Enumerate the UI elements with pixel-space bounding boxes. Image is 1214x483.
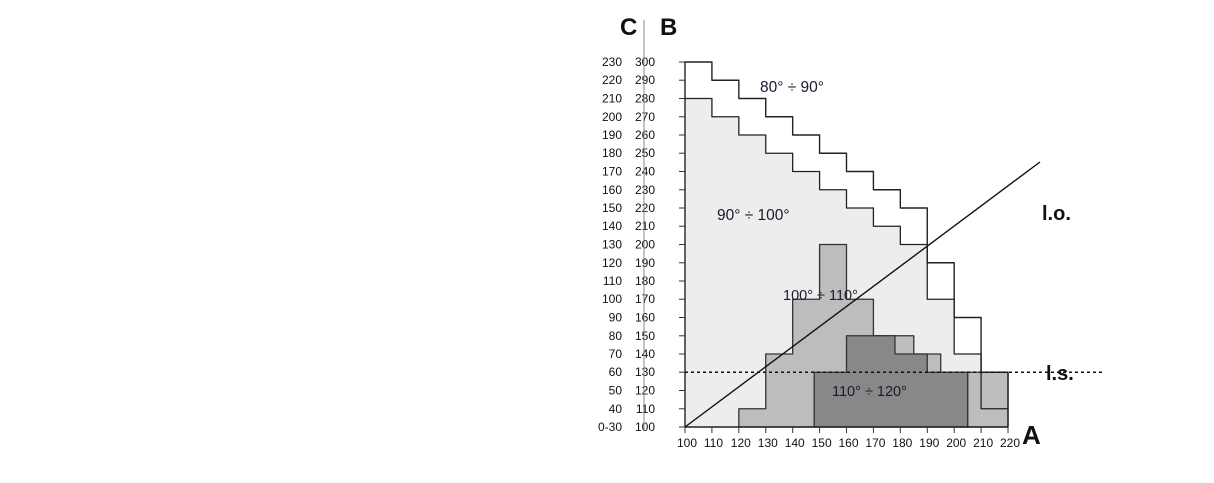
svg-text:80: 80 [609,329,623,343]
svg-text:110: 110 [603,274,622,288]
svg-text:90° ÷ 100°: 90° ÷ 100° [717,207,790,224]
svg-text:100: 100 [602,292,622,306]
svg-text:220: 220 [602,73,622,87]
svg-text:170: 170 [635,292,655,306]
svg-text:150: 150 [812,436,832,450]
svg-text:0-30: 0-30 [598,420,622,434]
svg-text:l.s.: l.s. [1046,363,1074,385]
svg-text:190: 190 [919,436,939,450]
svg-text:150: 150 [635,329,655,343]
svg-text:120: 120 [602,256,622,270]
svg-text:140: 140 [602,219,622,233]
svg-text:100: 100 [635,420,655,434]
svg-text:90: 90 [609,311,623,325]
svg-text:130: 130 [635,365,655,379]
svg-text:A: A [1022,420,1041,450]
svg-text:160: 160 [839,436,859,450]
svg-text:290: 290 [635,73,655,87]
svg-text:220: 220 [635,201,655,215]
svg-text:270: 270 [635,110,655,124]
svg-text:120: 120 [731,436,751,450]
svg-text:280: 280 [635,92,655,106]
svg-text:40: 40 [609,402,623,416]
svg-text:200: 200 [635,238,655,252]
svg-text:180: 180 [635,274,655,288]
svg-text:160: 160 [602,183,622,197]
svg-text:250: 250 [635,146,655,160]
svg-text:70: 70 [609,347,623,361]
svg-text:170: 170 [602,165,622,179]
svg-text:110: 110 [636,402,655,416]
svg-text:230: 230 [602,55,622,69]
svg-text:210: 210 [973,436,993,450]
svg-text:100° ÷ 110°: 100° ÷ 110° [783,288,858,304]
svg-text:140: 140 [785,436,805,450]
svg-text:C: C [620,14,637,41]
svg-text:130: 130 [602,238,622,252]
svg-text:130: 130 [758,436,778,450]
svg-text:140: 140 [635,347,655,361]
svg-text:200: 200 [946,436,966,450]
svg-text:150: 150 [602,201,622,215]
svg-text:110° ÷ 120°: 110° ÷ 120° [832,384,907,400]
svg-text:60: 60 [609,365,623,379]
svg-text:50: 50 [609,384,623,398]
svg-text:190: 190 [635,256,655,270]
svg-text:230: 230 [635,183,655,197]
svg-text:260: 260 [635,128,655,142]
svg-text:100: 100 [677,436,697,450]
svg-text:160: 160 [635,311,655,325]
svg-text:120: 120 [635,384,655,398]
svg-text:190: 190 [602,128,622,142]
svg-text:110: 110 [704,436,723,450]
svg-text:210: 210 [602,92,622,106]
svg-text:300: 300 [635,55,655,69]
svg-text:170: 170 [865,436,885,450]
svg-text:200: 200 [602,110,622,124]
svg-text:180: 180 [602,146,622,160]
svg-text:240: 240 [635,165,655,179]
svg-text:180: 180 [892,436,912,450]
svg-text:B: B [660,14,677,41]
svg-text:220: 220 [1000,436,1020,450]
svg-text:l.o.: l.o. [1042,203,1071,225]
svg-text:210: 210 [635,219,655,233]
svg-text:80° ÷ 90°: 80° ÷ 90° [760,79,824,96]
